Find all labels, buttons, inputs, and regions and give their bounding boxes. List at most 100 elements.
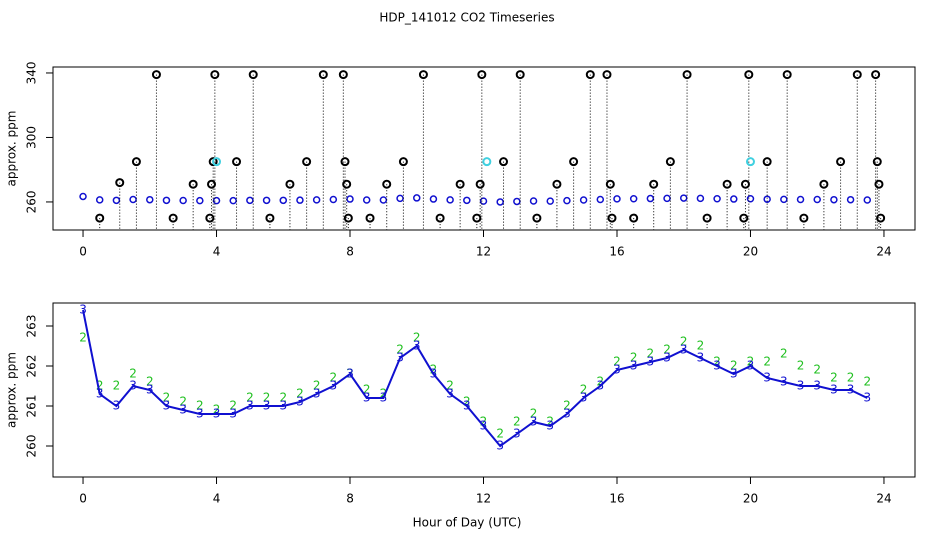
point-label: 3	[146, 383, 154, 397]
point	[649, 179, 659, 189]
x-tick-label: 4	[213, 245, 221, 259]
point	[646, 194, 655, 203]
point	[338, 70, 348, 80]
y-tick-label: 263	[25, 315, 39, 338]
point-label: 2	[863, 375, 871, 389]
point-label: 3	[163, 399, 171, 413]
point	[479, 197, 488, 205]
point	[613, 195, 621, 203]
point-label: 2	[446, 379, 454, 393]
point	[79, 192, 87, 201]
point	[780, 195, 788, 204]
point	[596, 195, 605, 204]
point-label: 3	[313, 387, 321, 401]
point	[131, 157, 141, 167]
point-label: 2	[830, 371, 838, 385]
point-label: 2	[263, 391, 271, 405]
point-label: 3	[96, 387, 104, 401]
point-label: 2	[647, 347, 655, 361]
point-label: 3	[697, 351, 705, 365]
point	[362, 196, 371, 204]
point-label: 3	[763, 371, 771, 385]
point	[569, 157, 579, 167]
point	[296, 196, 304, 204]
point	[876, 213, 886, 223]
point-label: 2	[313, 379, 321, 393]
point	[312, 196, 321, 204]
point-label: 3	[346, 367, 354, 381]
point-label: 3	[780, 375, 788, 389]
x-tick-label: 0	[79, 492, 87, 506]
point-label: 3	[563, 407, 571, 421]
point	[446, 196, 454, 204]
point-label: 3	[596, 379, 604, 393]
point-label: 2	[747, 355, 755, 369]
point	[418, 70, 428, 80]
point	[146, 195, 154, 204]
point	[435, 213, 445, 223]
point-label: 2	[780, 347, 788, 361]
point-label: 3	[797, 379, 805, 393]
point-label: 2	[680, 335, 688, 349]
y-axis-label: approx. ppm	[5, 352, 19, 428]
point	[830, 195, 838, 204]
x-tick-label: 24	[876, 245, 891, 259]
y-tick-label: 261	[25, 395, 39, 418]
point	[629, 213, 639, 223]
point	[342, 179, 352, 189]
x-tick-label: 12	[476, 492, 491, 506]
point-label: 3	[446, 387, 454, 401]
point	[722, 179, 732, 189]
point	[836, 157, 846, 167]
point-label: 2	[229, 399, 237, 413]
point	[329, 195, 338, 204]
point	[796, 195, 805, 204]
point-label: 3	[213, 407, 221, 421]
point	[396, 194, 404, 203]
point-label: 3	[363, 391, 371, 405]
point	[746, 194, 755, 203]
point	[863, 196, 872, 204]
point-label: 2	[246, 391, 254, 405]
point-label: 2	[279, 391, 287, 405]
point	[212, 157, 222, 167]
point-label: 3	[113, 399, 121, 413]
point-label: 3	[430, 367, 438, 381]
point	[665, 157, 675, 167]
point	[813, 195, 821, 204]
point-label: 3	[580, 391, 588, 405]
point	[846, 195, 855, 204]
point-label: 2	[580, 383, 588, 397]
point	[874, 179, 884, 189]
point	[262, 196, 271, 205]
point	[129, 195, 137, 204]
point	[429, 195, 438, 203]
point	[455, 179, 465, 189]
point-label: 2	[563, 399, 571, 413]
point	[318, 70, 328, 80]
point-label: 3	[530, 415, 538, 429]
x-tick-label: 12	[476, 245, 491, 259]
point	[739, 213, 749, 223]
point	[482, 157, 492, 167]
point	[340, 157, 350, 167]
point	[248, 70, 258, 80]
point-label: 2	[146, 375, 154, 389]
point	[762, 157, 772, 167]
point	[95, 196, 104, 204]
x-tick-label: 8	[346, 492, 354, 506]
point	[605, 179, 615, 189]
point	[285, 179, 295, 189]
point	[496, 198, 504, 206]
point	[95, 213, 105, 223]
point-label: 3	[730, 367, 738, 381]
point	[279, 196, 288, 205]
chart-title: HDP_141012 CO2 Timeseries	[379, 11, 554, 25]
point-label: 3	[413, 339, 421, 353]
point	[579, 196, 588, 204]
point	[343, 213, 353, 223]
point-label: 3	[546, 419, 554, 433]
point-label: 3	[713, 359, 721, 373]
point	[852, 70, 862, 80]
